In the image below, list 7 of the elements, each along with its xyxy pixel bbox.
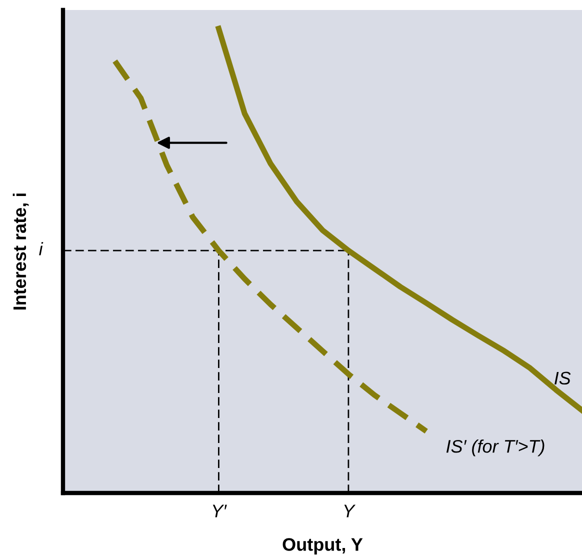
x-tick-label: Y′ bbox=[212, 504, 227, 518]
y-axis-title: Interest rate, i bbox=[12, 194, 29, 310]
series-label: IS bbox=[554, 372, 571, 385]
x-axis-title: Output, Y bbox=[282, 538, 363, 554]
ref-line-label: i bbox=[39, 242, 44, 256]
series-label: IS′ (for T′>T) bbox=[446, 439, 544, 456]
x-tick-label: Y bbox=[344, 504, 356, 518]
